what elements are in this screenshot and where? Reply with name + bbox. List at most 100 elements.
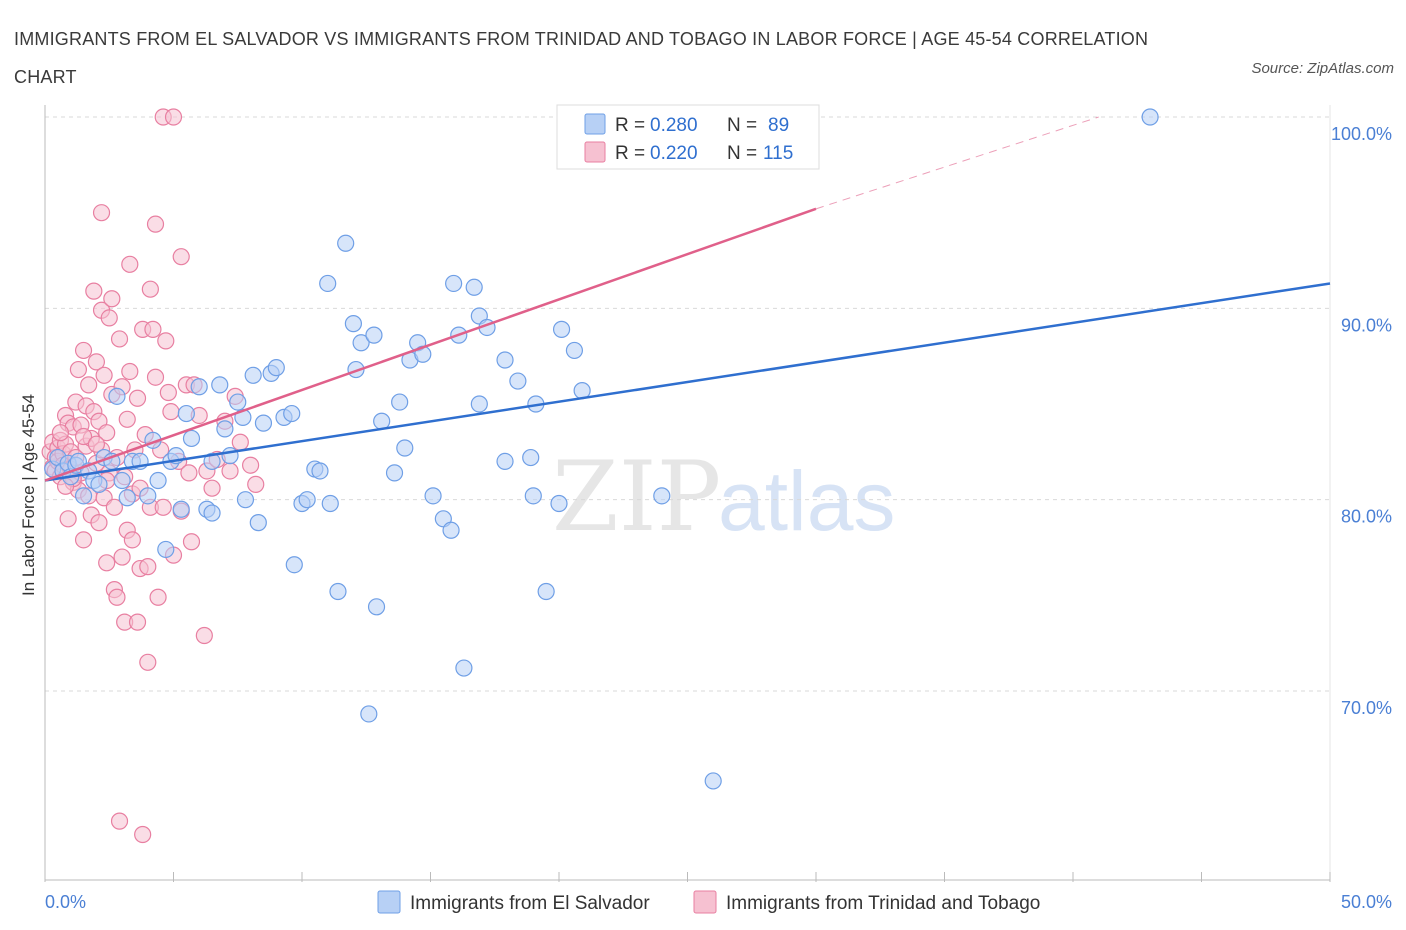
- point-trinidad: [172, 248, 190, 266]
- point-el-salvador: [108, 387, 126, 405]
- point-trinidad: [74, 531, 93, 549]
- point-el-salvador: [216, 420, 234, 438]
- point-trinidad: [146, 368, 165, 386]
- point-trinidad: [157, 332, 175, 350]
- point-el-salvador: [537, 582, 555, 601]
- point-el-salvador: [352, 334, 370, 352]
- point-trinidad: [247, 475, 265, 493]
- legend-top-swatch-pink: [584, 141, 606, 163]
- watermark: ZIP atlas: [552, 441, 895, 553]
- legend-bottom: Immigrants from El Salvador Immigrants f…: [377, 890, 1040, 914]
- point-el-salvador: [496, 351, 514, 369]
- point-trinidad: [195, 626, 213, 645]
- y-tick-label: 100.0%: [1331, 124, 1392, 144]
- point-trinidad: [128, 389, 147, 407]
- point-el-salvador: [90, 475, 108, 493]
- point-el-salvador: [113, 471, 131, 490]
- legend-top: R = 0.280 N = 89 R = 0.220 N = 115: [556, 104, 820, 170]
- point-trinidad: [242, 456, 260, 474]
- point-trinidad: [146, 215, 165, 233]
- series-trinidad-points: [41, 108, 771, 844]
- point-el-salvador: [396, 439, 414, 457]
- point-el-salvador: [424, 487, 442, 505]
- point-trinidad: [164, 108, 183, 126]
- point-trinidad: [121, 362, 139, 381]
- y-tick-label: 90.0%: [1341, 315, 1392, 335]
- point-el-salvador: [367, 598, 386, 616]
- point-trinidad: [110, 330, 129, 348]
- point-el-salvador: [254, 414, 273, 432]
- point-el-salvador: [455, 659, 473, 677]
- point-el-salvador: [177, 404, 195, 423]
- y-tick-labels: 70.0% 80.0% 90.0% 100.0%: [1331, 124, 1392, 718]
- point-trinidad: [149, 588, 167, 606]
- legend-top-n-value-1: 89: [768, 115, 789, 136]
- point-trinidad: [108, 588, 126, 606]
- point-trinidad: [141, 280, 159, 298]
- trend-line-el-salvador: [44, 282, 1331, 482]
- point-el-salvador: [653, 487, 671, 505]
- point-el-salvador: [470, 395, 488, 413]
- point-trinidad: [59, 510, 77, 528]
- point-el-salvador: [1141, 108, 1159, 126]
- chart-source: Source: ZipAtlas.com: [1251, 60, 1394, 77]
- x-tick-label: 50.0%: [1341, 892, 1392, 912]
- point-el-salvador: [311, 462, 329, 480]
- point-trinidad: [134, 825, 152, 844]
- trend-line-trinidad: [44, 207, 817, 482]
- point-trinidad: [87, 353, 106, 371]
- point-el-salvador: [321, 494, 339, 513]
- point-el-salvador: [552, 320, 571, 338]
- point-trinidad: [103, 290, 121, 308]
- point-el-salvador: [283, 404, 301, 423]
- legend-swatch-trinidad: [693, 890, 717, 914]
- legend-top-n-value-2: 115: [763, 143, 793, 164]
- point-el-salvador: [319, 274, 337, 293]
- point-trinidad: [162, 403, 180, 421]
- point-el-salvador: [190, 378, 208, 396]
- point-trinidad: [180, 464, 198, 482]
- point-el-salvador: [211, 376, 229, 394]
- point-trinidad: [98, 554, 116, 572]
- point-el-salvador: [496, 452, 514, 470]
- point-trinidad: [221, 462, 239, 480]
- point-trinidad: [159, 383, 177, 402]
- point-el-salvador: [298, 491, 316, 509]
- point-trinidad: [139, 653, 157, 671]
- point-trinidad: [95, 366, 113, 384]
- legend-top-swatch-blue: [584, 113, 606, 135]
- point-trinidad: [98, 424, 116, 442]
- point-trinidad: [87, 435, 106, 453]
- legend-top-n-label-1: N =: [727, 115, 757, 136]
- point-trinidad: [118, 410, 136, 428]
- point-el-salvador: [229, 393, 247, 411]
- point-el-salvador: [524, 487, 542, 505]
- point-el-salvador: [442, 521, 460, 539]
- trend-lines: [44, 116, 1331, 482]
- point-el-salvador: [445, 274, 463, 293]
- point-trinidad: [85, 282, 103, 300]
- x-ticks: [44, 872, 1331, 882]
- point-el-salvador: [74, 487, 93, 505]
- point-trinidad: [105, 498, 123, 516]
- point-el-salvador: [203, 504, 221, 522]
- point-el-salvador: [465, 278, 483, 296]
- point-trinidad: [182, 533, 201, 551]
- point-trinidad: [110, 812, 129, 830]
- x-tick-label: 0.0%: [45, 892, 86, 912]
- point-trinidad: [231, 433, 249, 451]
- point-el-salvador: [329, 582, 347, 601]
- point-el-salvador: [344, 315, 362, 333]
- point-trinidad: [51, 424, 70, 442]
- point-trinidad: [121, 255, 139, 273]
- point-el-salvador: [244, 366, 262, 384]
- x-tick-labels: 0.0% 50.0%: [45, 892, 1392, 912]
- point-el-salvador: [267, 359, 285, 377]
- point-el-salvador: [157, 540, 175, 559]
- y-tick-label: 80.0%: [1341, 507, 1392, 527]
- point-trinidad: [80, 376, 98, 394]
- point-el-salvador: [139, 487, 157, 505]
- point-el-salvador: [249, 514, 267, 532]
- chart-title: IMMIGRANTS FROM EL SALVADOR VS IMMIGRANT…: [14, 29, 1149, 87]
